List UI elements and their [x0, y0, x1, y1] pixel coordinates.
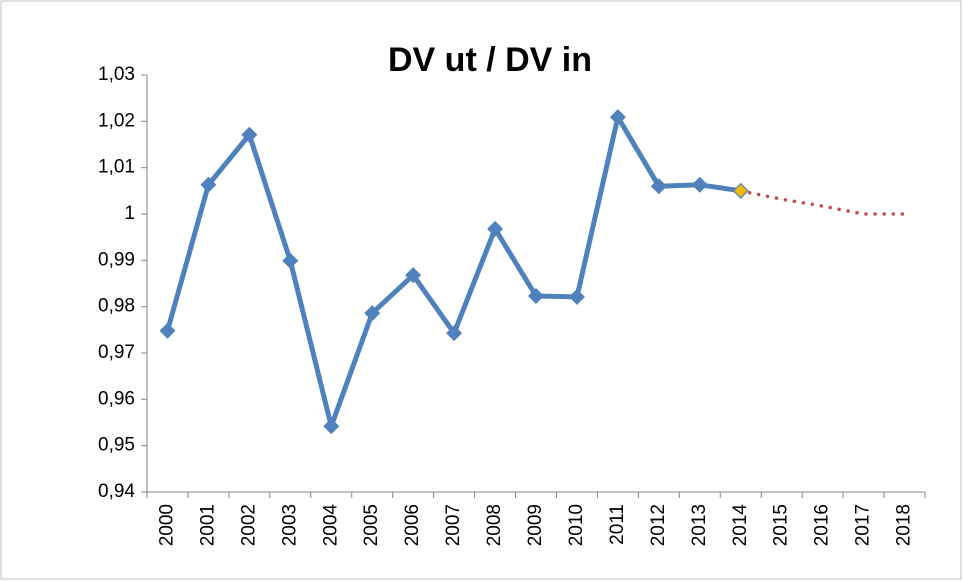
marker [446, 325, 463, 342]
x-tick-label: 2018 [894, 504, 915, 546]
chart-title: DV ut / DV in [388, 41, 592, 79]
y-tick-label: 0,94 [98, 481, 135, 502]
marker [568, 288, 585, 305]
x-tick-label: 2010 [566, 504, 587, 546]
x-tick-label: 2001 [197, 504, 218, 546]
marker [609, 109, 626, 126]
marker [691, 176, 708, 193]
x-tick-label: 2016 [812, 504, 833, 546]
x-tick-label: 2004 [320, 504, 341, 547]
marker [487, 220, 504, 237]
x-tick-label: 2017 [853, 504, 874, 546]
marker [528, 288, 544, 305]
series-line [738, 189, 907, 216]
marker [650, 178, 667, 195]
y-tick-label: 0,95 [98, 435, 135, 456]
y-tick-label: 0,99 [98, 249, 135, 270]
marker [733, 183, 749, 199]
x-tick-label: 2009 [525, 504, 546, 546]
marker [364, 305, 381, 322]
marker [282, 252, 299, 269]
y-tick-label: 0,98 [98, 296, 135, 317]
marker [405, 267, 422, 284]
x-tick-label: 2014 [730, 504, 751, 547]
marker [323, 418, 340, 435]
marker [200, 176, 217, 193]
y-tick-label: 0,96 [98, 388, 135, 409]
y-tick-label: 1,03 [98, 64, 135, 85]
marker [159, 322, 176, 339]
x-tick-label: 2005 [361, 504, 382, 546]
x-tick-label: 2013 [689, 504, 710, 546]
x-tick-label: 2007 [443, 504, 464, 546]
x-tick-label: 2000 [156, 504, 177, 546]
y-tick-label: 1 [124, 203, 135, 224]
x-tick-label: 2011 [607, 504, 628, 545]
x-tick-label: 2003 [279, 504, 300, 546]
y-tick-label: 1,01 [98, 157, 135, 178]
x-tick-label: 2015 [771, 504, 792, 546]
x-tick-label: 2008 [484, 504, 505, 546]
y-tick-label: 1,02 [98, 110, 135, 131]
x-tick-label: 2012 [648, 504, 669, 546]
marker [241, 126, 258, 143]
y-tick-label: 0,97 [98, 342, 135, 363]
x-tick-label: 2002 [238, 504, 259, 546]
x-tick-label: 2006 [402, 504, 423, 546]
